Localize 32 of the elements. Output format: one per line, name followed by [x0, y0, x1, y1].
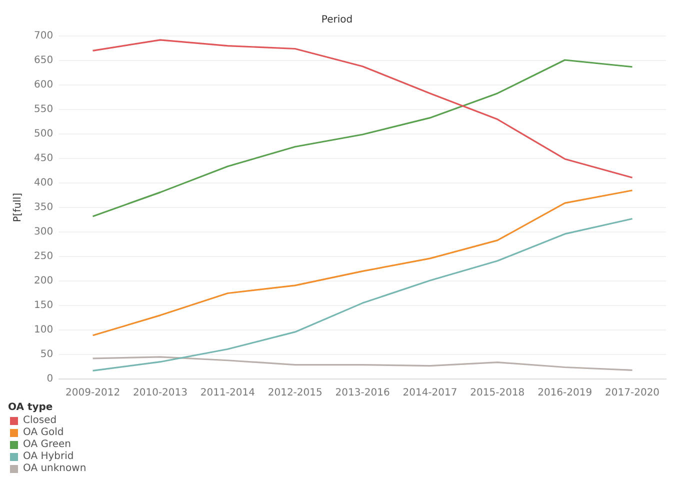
y-tick-label: 550 — [34, 104, 54, 116]
x-tick-label: 2012-2015 — [268, 388, 322, 399]
y-axis-title: P[full] — [12, 192, 24, 222]
chart-title: Period — [321, 14, 353, 26]
x-tick-label: 2010-2013 — [132, 388, 188, 399]
y-tick-label: 100 — [34, 324, 54, 336]
legend-label: OA Gold — [23, 427, 64, 439]
y-tick-label: 650 — [34, 55, 54, 66]
y-tick-label: 700 — [34, 30, 54, 42]
y-tick-label: 300 — [34, 226, 54, 238]
legend-label: OA Green — [23, 439, 71, 451]
x-tick-label: 2014-2017 — [402, 388, 458, 399]
x-tick-label: 2013-2016 — [335, 388, 390, 399]
x-tick-label: 2017-2020 — [605, 388, 660, 399]
y-tick-label: 0 — [46, 374, 54, 385]
y-tick-label: 500 — [34, 128, 54, 140]
y-tick-label: 600 — [34, 80, 54, 91]
y-tick-label: 450 — [34, 153, 54, 164]
legend-title: OA type — [8, 402, 54, 414]
y-tick-label: 250 — [34, 251, 54, 262]
legend-label: OA Hybrid — [23, 451, 74, 463]
y-tick-label: 400 — [34, 178, 54, 189]
y-tick-label: 350 — [34, 202, 54, 214]
x-tick-label: 2016-2019 — [538, 388, 592, 399]
x-tick-label: 2015-2018 — [470, 388, 525, 399]
x-tick-label: 2011-2014 — [200, 388, 255, 399]
y-tick-label: 50 — [40, 349, 54, 360]
legend-label: Closed — [23, 415, 57, 427]
y-tick-label: 200 — [34, 276, 54, 287]
legend-label: OA unknown — [23, 463, 86, 475]
x-tick-label: 2009-2012 — [66, 388, 120, 399]
y-tick-label: 150 — [34, 300, 54, 312]
